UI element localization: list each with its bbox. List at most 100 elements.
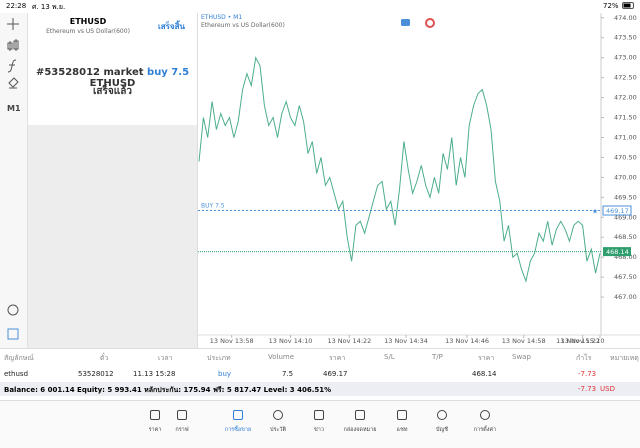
price-level-label: 468.14 (606, 248, 629, 256)
table-cell: 7.5 (282, 370, 294, 378)
indicators-icon[interactable] (7, 39, 19, 51)
y-tick-label: 467.50 (614, 273, 637, 281)
chart-button[interactable] (401, 19, 410, 26)
tab-label[interactable]: แชท (396, 427, 408, 433)
table-header: หมายเหตุ (610, 354, 639, 362)
message-ticket: #53528012 market (35, 67, 144, 78)
order-message: #53528012 market buy 7.5 ETHUSD (28, 67, 197, 89)
positions-table: สัญลักษณ์ ตั๋ว เวลา ประเภท Volume ราคา S/L T/P ร… (0, 348, 640, 383)
y-tick-label: 474.00 (614, 14, 637, 22)
tab-icon[interactable] (355, 410, 365, 420)
table-header: ตั๋ว (100, 354, 109, 362)
tab-label[interactable]: ราคา (148, 427, 162, 433)
y-tick-label: 468.50 (614, 233, 637, 241)
price-label-box (603, 247, 631, 257)
table-cell: ethusd (4, 370, 29, 378)
tab-icon[interactable] (437, 410, 447, 420)
x-tick-label: 13 Nov 14:46 (445, 337, 489, 345)
y-tick-label: 470.50 (614, 153, 637, 161)
x-tick-label: 13 Nov 14:34 (384, 337, 428, 345)
toolbar-icons (7, 18, 19, 340)
balance-profit: -7.73 (578, 385, 597, 393)
x-tick-label: 13 Nov 13:58 (210, 337, 254, 345)
tab-icon[interactable] (397, 410, 407, 420)
x-tick-label: 13 Nov 15:10 (561, 337, 605, 345)
tab-icon[interactable] (480, 410, 490, 420)
table-header: Volume (268, 353, 295, 361)
chart-subtitle: Ethereum vs US Dollar(600) (201, 22, 285, 29)
order-panel: ETHUSD Ethereum vs US Dollar(600) เสร็จส… (28, 13, 198, 125)
y-tick-label: 472.50 (614, 74, 637, 82)
order-symbol[interactable]: ETHUSD (69, 17, 107, 26)
x-tick-label: 13 Nov 14:58 (502, 337, 546, 345)
table-cell: 11.13 15:28 (133, 370, 176, 378)
tab-label[interactable]: กราฟ (175, 427, 189, 433)
status-battery: 72% (603, 2, 619, 10)
price-level-name: BUY 7.5 (201, 203, 225, 210)
chart: ETHUSD • M1 Ethereum vs US Dollar(600) 4… (198, 13, 640, 345)
table-cell: -7.73 (578, 370, 597, 378)
balance-currency: USD (600, 385, 615, 393)
tab-icon[interactable] (150, 410, 160, 420)
y-tick-label: 473.50 (614, 34, 637, 42)
table-header: เวลา (158, 354, 173, 362)
order-status: เสร็จแล้ว (93, 86, 132, 97)
order-description: Ethereum vs US Dollar(600) (46, 28, 130, 35)
balance-row: Balance: 6 001.14 Equity: 5 993.41 หลักป… (0, 382, 640, 396)
message-deal: buy 7.5 (147, 67, 190, 78)
tab-label[interactable]: การซื้อขาย (224, 427, 252, 433)
tab-label[interactable]: ข่าว (314, 427, 324, 433)
y-tick-label: 471.00 (614, 133, 637, 141)
table-header: กำไร (576, 354, 592, 362)
zoom-icon[interactable] (7, 304, 19, 316)
tab-icon[interactable] (177, 410, 187, 420)
toolbar: M1 (0, 13, 28, 348)
trade-icon[interactable] (7, 328, 19, 340)
y-tick-label: 467.00 (614, 293, 637, 301)
message-symbol: ETHUSD (89, 78, 136, 89)
price-level-label: 469.17 (606, 207, 629, 215)
y-tick-label: 472.00 (614, 94, 637, 102)
y-tick-label: 473.00 (614, 54, 637, 62)
table-header: ราคา (478, 354, 495, 362)
tab-icon[interactable] (233, 410, 243, 420)
price-label-box (602, 205, 632, 216)
star: ★ (592, 208, 598, 216)
tab-bar (0, 400, 640, 448)
y-tick-label: 468.00 (614, 253, 637, 261)
crosshair-icon[interactable] (7, 18, 19, 30)
y-tick-label: 470.00 (614, 173, 637, 181)
status-time: 22:28 (6, 2, 27, 10)
tab-label[interactable]: การตั้งค่า (473, 427, 497, 433)
table-header: Swap (512, 353, 531, 361)
timeframe[interactable]: M1 (7, 104, 21, 113)
objects-icon[interactable] (8, 77, 19, 89)
tab-icon[interactable] (273, 410, 283, 420)
chart-button[interactable] (425, 18, 435, 28)
price-line (198, 56, 601, 283)
table-header: ราคา (329, 354, 346, 362)
chart-title: ETHUSD • M1 (201, 14, 242, 21)
table-cell: 53528012 (78, 370, 114, 378)
function-icon[interactable] (7, 59, 17, 73)
status-date: ศ. 13 พ.ย. (32, 3, 66, 11)
x-tick-label: 13 Nov 14:10 (269, 337, 313, 345)
panel-background (28, 125, 198, 348)
table-header: T/P (432, 353, 443, 361)
balance-text: Balance: 6 001.14 Equity: 5 993.41 หลักป… (4, 386, 332, 394)
tab-label[interactable]: บัญชี (436, 427, 448, 433)
y-tick-label: 471.50 (614, 114, 637, 122)
tab-label[interactable]: กล่องจดหมาย (343, 427, 377, 433)
table-cell: 469.17 (323, 370, 348, 378)
tab-label[interactable]: ประวัติ (269, 427, 287, 433)
table-header: S/L (384, 353, 395, 361)
table-header: ประเภท (207, 354, 231, 362)
table-header: สัญลักษณ์ (4, 354, 34, 362)
y-tick-label: 469.00 (614, 213, 637, 221)
x-tick-label: 13 Nov 14:22 (327, 337, 371, 345)
x-tick-label: 13 Nov 15:22 (556, 337, 600, 345)
table-cell: 468.14 (472, 370, 497, 378)
done-button[interactable]: เสร็จสิ้น (158, 22, 185, 31)
tab-icon[interactable] (314, 410, 324, 420)
